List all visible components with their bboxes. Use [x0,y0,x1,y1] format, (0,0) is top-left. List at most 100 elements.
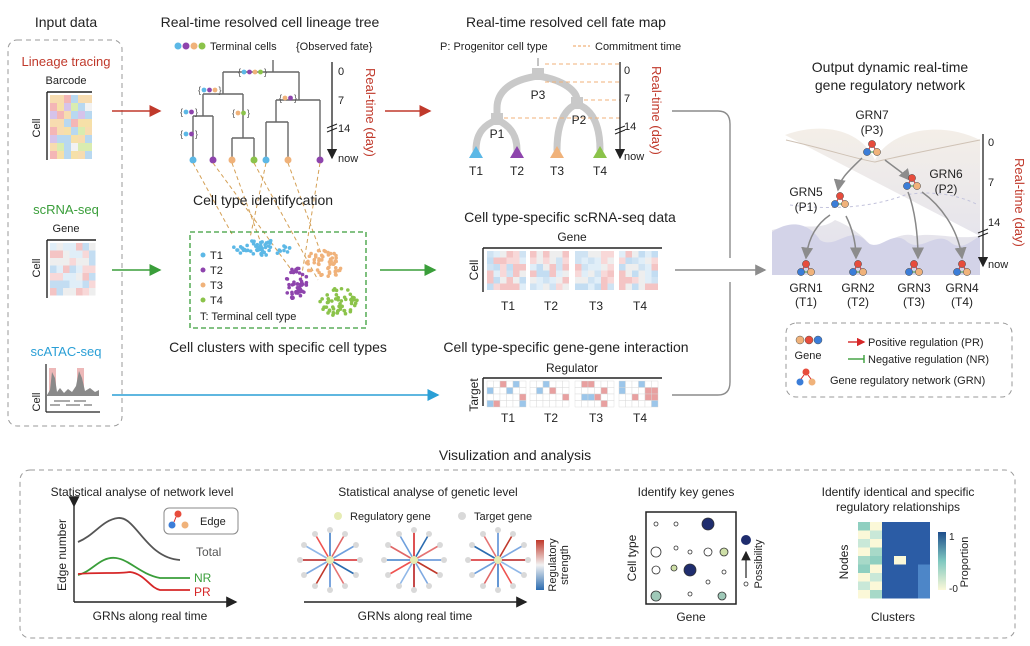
matrix-cell [542,380,550,388]
matrix-cell [486,387,494,395]
matrix-cell [506,283,513,290]
heatmap-cell [918,573,930,582]
cluster-point [254,244,258,249]
cluster-point [320,297,324,301]
matrix-cell [499,387,507,395]
fate-tag-dot [207,87,212,93]
heatmap-cell [870,581,882,590]
matrix-cell [601,277,608,284]
cluster-point [328,251,333,256]
cluster-point [332,251,336,256]
target-gene-node [301,572,308,578]
matrix-cell [78,143,85,151]
matrix-cell [587,400,595,408]
scrna-gene-label: Gene [53,223,80,235]
key-gene-dot [721,569,727,575]
matrix-cell [600,387,608,395]
matrix-cell [556,277,563,284]
scdata-cell-label: Cell [467,260,481,281]
matrix-cell [63,258,70,266]
waddington-landscape [772,128,981,275]
matrix-cell [549,270,556,277]
cluster-point [320,272,324,277]
tree-time-axis: 0 7 14 now Real-time (day) [326,62,378,165]
heatmap-cell [870,564,882,573]
matrix-cell [89,288,96,296]
cluster-point [334,256,338,260]
heatmap-cell [882,539,894,548]
mini-gene [849,268,857,276]
fate-tag-open: { [198,85,201,95]
star-edge [387,544,415,561]
heatmap-cell [918,564,930,573]
matrix-cell [519,400,527,408]
mini-gene [841,200,849,208]
matrix-cell [600,393,608,401]
matrix-cell [76,288,83,296]
cluster-point [304,261,309,265]
matrix-cell [500,270,507,277]
matrix-cell [486,400,494,408]
cluster-point [337,304,341,309]
matrix-cell [575,257,582,264]
heatmap-cell [858,564,870,573]
matrix-cell [556,270,563,277]
heatmap-cell [858,556,870,565]
cluster-point [312,257,317,262]
matrix-cell [69,265,76,273]
scrna-label: scRNA-seq [33,202,99,217]
fate-tag-open: { [180,107,183,117]
cluster-point [317,258,321,263]
star-edge [482,533,499,561]
fate-tag-dot [183,109,189,115]
grn1-type: (T1) [795,295,817,309]
matrix-cell [89,273,96,281]
matrix-cell [513,277,520,284]
cluster-legend-t4: T4 [210,295,223,307]
cluster-point [333,269,338,273]
cluster-point [260,246,264,251]
matrix-cell [581,400,589,408]
scatac-label: scATAC-seq [30,344,101,359]
matrix-cell [562,283,569,290]
cluster-point [352,303,357,308]
tree-tick-7: 7 [338,95,344,107]
matrix-cell [69,288,76,296]
matrix-cell [594,270,601,277]
heatmap-cell [906,530,918,539]
cluster-point [263,243,267,247]
matrix-cell [493,257,500,264]
matrix-cell [562,270,569,277]
matrix-cell [82,280,89,288]
matrix-cell [76,258,83,266]
heatmap-cell [882,530,894,539]
matrix-cell [644,380,652,388]
matrix-cell [581,283,588,290]
heatmap-cell [870,547,882,556]
matrix-cell [594,251,601,258]
matrix-cell [631,380,639,388]
matrix-cell [542,393,550,401]
matrix-cell [64,127,71,135]
cluster-point [298,293,303,298]
matrix-cell [506,270,513,277]
key-gene-dot [717,591,727,601]
cluster-point [266,244,271,248]
matrix-cell [555,400,563,408]
fate-tag-dot [189,131,194,137]
matrix-cell [549,387,557,395]
cluster-point [346,288,350,292]
matrix-cell [78,103,85,111]
cluster-point [320,254,325,259]
matrix-cell [638,251,645,258]
cluster-point [264,253,268,257]
cluster-point [342,308,346,313]
matrix-cell [638,277,645,284]
matrix-cell [71,151,78,159]
scdata-matrix [482,247,662,292]
fate-tag-dot [258,69,263,75]
matrix-cell [78,95,85,103]
matrix-cell [63,250,70,258]
matrix-cell [618,400,626,408]
